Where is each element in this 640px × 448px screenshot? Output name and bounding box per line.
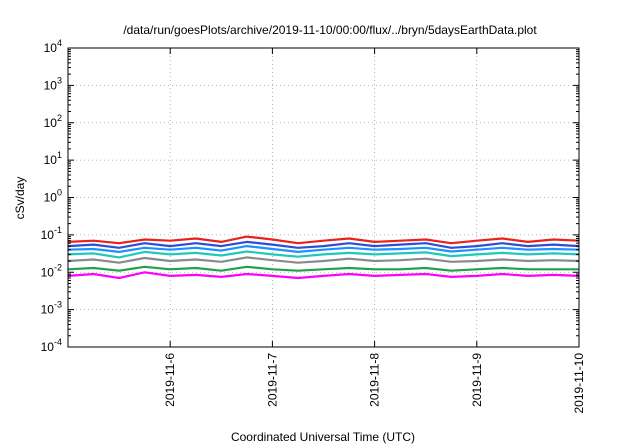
series-line: [67, 265, 579, 272]
series-layer: [67, 235, 580, 280]
x-axis-label: Coordinated Universal Time (UTC): [231, 430, 415, 444]
y-tick-label: 10-4: [41, 337, 62, 354]
grid-layer: [68, 48, 579, 347]
x-tick-label: 2019-11-8: [368, 353, 382, 407]
chart-title: /data/run/goesPlots/archive/2019-11-10/0…: [123, 23, 537, 37]
series-line: [67, 256, 580, 264]
x-tick-label: 2019-11-9: [470, 353, 484, 407]
series-line: [67, 240, 580, 249]
y-tick-label: 103: [44, 75, 62, 92]
series-line: [67, 235, 580, 245]
y-tick-label: 10-1: [41, 225, 62, 242]
series-line: [67, 245, 580, 253]
x-tick-label: 2019-11-6: [163, 353, 177, 407]
y-tick-label: 102: [44, 113, 62, 130]
series-line: [67, 271, 580, 280]
x-axis: 2019-11-6 2019-11-7 2019-11-8 2019-11-9 2019…: [163, 48, 586, 414]
y-tick-label: 10-3: [41, 300, 62, 317]
x-tick-label: 2019-11-7: [265, 353, 279, 407]
y-axis-label: cSv/day: [13, 177, 27, 220]
y-tick-label: 104: [44, 38, 62, 55]
y-tick-label: 10-2: [41, 262, 62, 279]
x-tick-label: 2019-11-10: [572, 353, 586, 414]
y-axis: 10-4 10-3 10-2 10-1 100 101 102 103 104: [41, 38, 579, 354]
series-line: [67, 250, 580, 259]
y-tick-label: 101: [44, 150, 62, 167]
y-tick-label: 100: [44, 188, 62, 205]
